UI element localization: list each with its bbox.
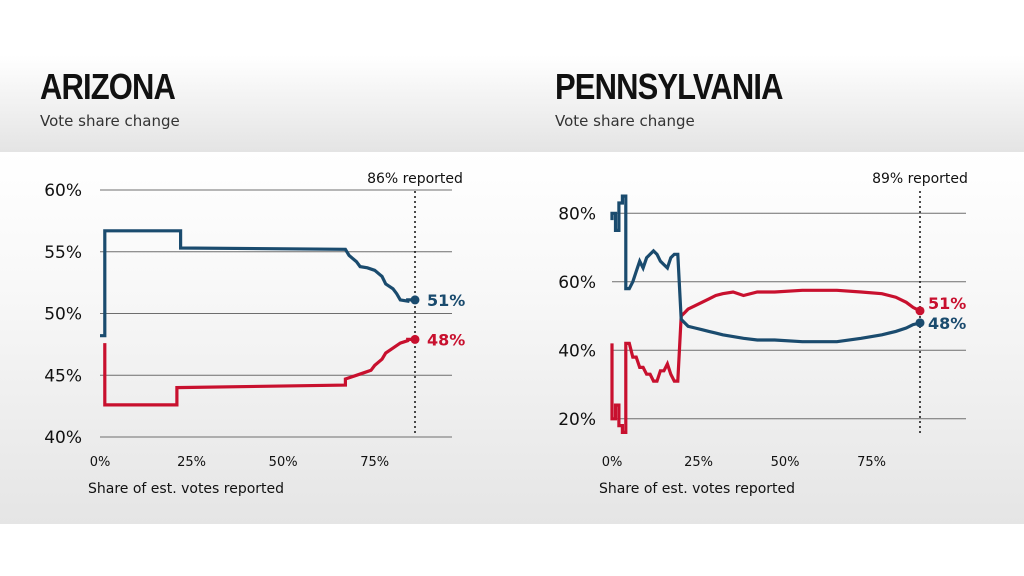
chart-title-arizona: ARIZONA: [40, 66, 176, 107]
series-endpoint-arizona-red: [410, 334, 420, 344]
chart-subtitle-arizona: Vote share change: [40, 112, 180, 130]
series-line-arizona-red: [103, 337, 415, 407]
reported-label-pennsylvania: 89% reported: [872, 171, 968, 187]
xtick-label-pennsylvania-1: 25%: [684, 455, 713, 470]
ytick-label-arizona-0: 40%: [44, 428, 82, 448]
xtick-label-arizona-3: 75%: [360, 455, 389, 470]
ytick-label-arizona-2: 50%: [44, 305, 82, 325]
ytick-label-pennsylvania-2: 60%: [558, 273, 596, 293]
series-endpoint-pennsylvania-blue: [915, 318, 925, 328]
ytick-label-arizona-4: 60%: [44, 181, 82, 201]
xaxis-title-pennsylvania: Share of est. votes reported: [599, 481, 795, 497]
ytick-label-pennsylvania-3: 80%: [558, 204, 596, 224]
xtick-label-pennsylvania-0: 0%: [602, 455, 623, 470]
series-endpoint-arizona-blue: [410, 295, 420, 305]
series-line-pennsylvania-red: [610, 288, 921, 434]
chart-title-pennsylvania: PENNSYLVANIA: [555, 66, 784, 107]
xtick-label-pennsylvania-2: 50%: [771, 455, 800, 470]
ytick-label-pennsylvania-1: 40%: [558, 341, 596, 361]
reported-label-arizona: 86% reported: [367, 171, 463, 187]
ytick-label-arizona-1: 45%: [44, 366, 82, 386]
series-end-label-pennsylvania-blue: 48%: [928, 314, 966, 333]
xtick-label-arizona-1: 25%: [177, 455, 206, 470]
xtick-label-pennsylvania-3: 75%: [857, 455, 886, 470]
series-line-pennsylvania-blue: [610, 194, 921, 344]
series-end-label-pennsylvania-red: 51%: [928, 294, 966, 313]
series-end-label-arizona-blue: 51%: [427, 291, 465, 310]
header-band: [0, 55, 1024, 152]
series-line-arizona-blue: [100, 229, 415, 338]
chart-subtitle-pennsylvania: Vote share change: [555, 112, 695, 130]
xtick-label-arizona-2: 50%: [269, 455, 298, 470]
ytick-label-pennsylvania-0: 20%: [558, 410, 596, 430]
series-end-label-arizona-red: 48%: [427, 330, 465, 349]
ytick-label-arizona-3: 55%: [44, 243, 82, 263]
xaxis-title-arizona: Share of est. votes reported: [88, 481, 284, 497]
series-endpoint-pennsylvania-red: [915, 306, 925, 316]
xtick-label-arizona-0: 0%: [90, 455, 111, 470]
